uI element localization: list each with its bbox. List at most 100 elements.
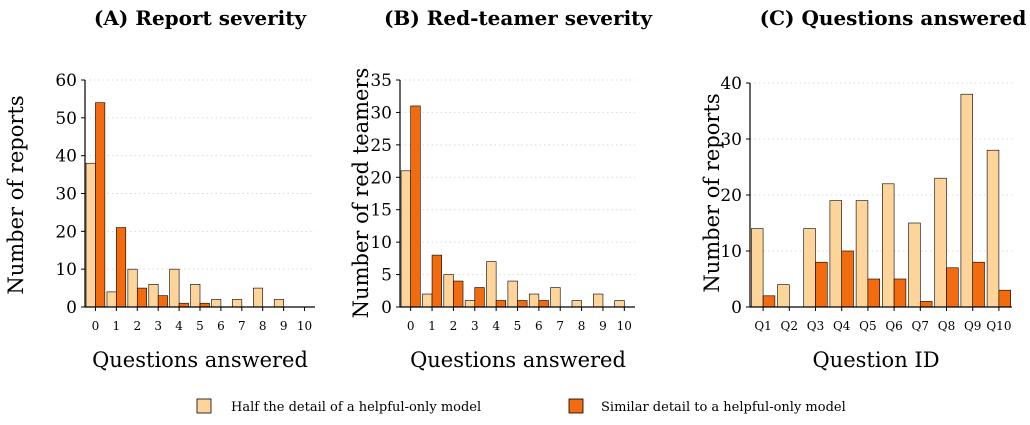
panel-c-plot-area: 0 10 20 30 40 Q1 Q2 Q3 Q4 Q5 Q6 Q7 Q8 Q9 Q10 [720, 74, 1012, 333]
legend-swatch-similar-detail [568, 398, 584, 414]
panel-b-bar-similar-detail-4 [495, 300, 507, 308]
panel-c-bar-half-detail-Q10 [986, 149, 1000, 308]
panel-c-x-tick-label: Q5 [859, 319, 876, 333]
panel-c-x-tick-label: Q6 [885, 319, 902, 333]
panel-c-y-tick-label: 20 [720, 186, 742, 206]
panel-a-x-axis-label: Questions answered [92, 348, 308, 372]
panel-b-bar-similar-detail-1 [431, 254, 442, 308]
panel-b-x-tick-label: 2 [450, 319, 458, 333]
panel-a-y-tick-label: 20 [55, 222, 77, 242]
panel-a-bar-similar-detail-3 [157, 295, 168, 308]
panel-b-bar-half-detail-3 [464, 300, 476, 308]
panel-c-y-tick-label: 10 [720, 242, 742, 262]
panel-b-bar-similar-detail-3 [474, 287, 485, 308]
panel-a-y-tick-label: 50 [55, 109, 77, 129]
panel-b-bar-half-detail-8 [571, 300, 582, 308]
panel-c-bar-similar-detail-Q5 [867, 278, 880, 308]
panel-a-y-tick-label: 40 [55, 147, 77, 167]
panel-c-bar-half-detail-Q8 [934, 177, 947, 308]
panel-b-y-tick-label: 35 [370, 71, 392, 91]
panel-c-bar-similar-detail-Q1 [762, 295, 776, 308]
panel-a-y-tick-label: 0 [66, 298, 77, 318]
panel-b-y-tick-label: 30 [370, 103, 392, 123]
panel-b-y-tick-label: 0 [381, 298, 392, 318]
panel-c-bar-half-detail-Q3 [803, 228, 816, 308]
panel-a-bar-similar-detail-1 [116, 227, 127, 308]
panel-c-bar-half-detail-Q1 [751, 228, 764, 308]
panel-b-bar-similar-detail-6 [538, 300, 549, 308]
panel-b-x-tick-label: 1 [428, 319, 436, 333]
panel-b-x-tick-label: 10 [617, 319, 632, 333]
panel-a-bar-half-detail-9 [273, 299, 284, 308]
panel-c-bar-similar-detail-Q6 [893, 278, 907, 308]
panel-c-bar-similar-detail-Q4 [841, 250, 854, 308]
panel-a-x-tick-label: 3 [154, 319, 162, 333]
panel-a-bar-half-detail-2 [127, 268, 138, 308]
panel-a-x-tick-label: 2 [133, 319, 141, 333]
panel-a-bar-half-detail-1 [106, 291, 117, 308]
panel-a-y-tick-label: 10 [55, 260, 77, 280]
panel-b-bar-similar-detail-2 [453, 280, 464, 308]
panel-b-x-tick-label: 0 [407, 319, 415, 333]
panel-a-bar-half-detail-5 [190, 283, 201, 308]
panel-c-bar-similar-detail-Q3 [815, 261, 828, 308]
panel-a-bar-half-detail-3 [148, 283, 159, 308]
panel-c-y-axis-label: Number of reports [700, 93, 724, 292]
panel-a-x-tick-label: 8 [259, 319, 267, 333]
panel-c-bar-half-detail-Q6 [882, 183, 895, 308]
panel-b-bar-half-detail-4 [486, 261, 497, 308]
panel-c-x-tick-label: Q9 [964, 319, 981, 333]
panel-a-report-severity: (A) Report severity Number of reports Qu… [4, 6, 315, 372]
panel-c-bar-similar-detail-Q10 [998, 289, 1011, 308]
legend: Half the detail of a helpful-only model … [196, 398, 846, 415]
panel-c-questions-answered: (C) Questions answered Number of reports… [700, 6, 1026, 372]
panel-a-bar-half-detail-7 [232, 299, 243, 308]
legend-swatch-half-detail [196, 398, 212, 414]
panel-c-y-tick-label: 30 [720, 130, 742, 150]
panel-a-x-tick-label: 4 [175, 319, 183, 333]
panel-b-x-axis-label: Questions answered [410, 348, 626, 372]
panel-a-y-tick-label: 30 [55, 185, 77, 205]
panel-c-y-tick-label: 0 [731, 298, 742, 318]
panel-a-bar-half-detail-4 [169, 268, 180, 308]
panel-b-bar-half-detail-2 [443, 274, 454, 308]
panel-b-x-tick-label: 4 [492, 319, 500, 333]
panel-b-bar-half-detail-5 [507, 280, 518, 308]
panel-b-bar-similar-detail-0 [410, 105, 421, 308]
panel-b-x-tick-label: 5 [514, 319, 522, 333]
panel-b-bar-similar-detail-5 [517, 300, 528, 308]
panel-a-x-tick-label: 5 [196, 319, 204, 333]
panel-b-bar-half-detail-6 [528, 293, 540, 308]
panel-b-y-tick-label: 10 [370, 233, 392, 253]
panel-b-bar-half-detail-0 [400, 170, 411, 308]
panel-c-bar-similar-detail-Q8 [946, 267, 959, 308]
panel-a-bar-half-detail-6 [211, 299, 222, 308]
panel-c-x-tick-label: Q1 [754, 319, 771, 333]
panel-a-y-axis-label: Number of reports [4, 95, 28, 294]
panel-c-bar-similar-detail-Q7 [919, 301, 933, 308]
panel-a-bar-similar-detail-0 [95, 102, 106, 308]
panel-b-bar-half-detail-10 [614, 300, 625, 308]
panel-c-x-tick-label: Q7 [912, 319, 929, 333]
panel-b-y-tick-label: 15 [370, 201, 392, 221]
panel-b-x-tick-label: 9 [599, 319, 607, 333]
panel-c-bar-half-detail-Q4 [829, 200, 842, 308]
panel-b-y-tick-label: 25 [370, 136, 392, 156]
panel-b-y-tick-label: 5 [381, 266, 392, 286]
panel-c-x-axis-label: Question ID [812, 348, 939, 372]
panel-a-x-tick-label: 6 [217, 319, 225, 333]
panel-b-bar-half-detail-7 [550, 287, 561, 308]
panel-a-bar-half-detail-0 [85, 162, 96, 308]
panel-b-bar-half-detail-9 [593, 293, 604, 308]
panel-a-y-tick-label: 60 [55, 71, 77, 91]
panel-c-x-tick-label: Q10 [986, 319, 1011, 333]
panel-b-x-tick-label: 7 [556, 319, 564, 333]
panel-b-x-tick-label: 3 [471, 319, 479, 333]
panel-c-bar-half-detail-Q5 [855, 200, 869, 308]
panel-a-x-tick-label: 10 [297, 319, 312, 333]
panel-b-bar-half-detail-1 [422, 293, 433, 308]
panel-c-y-tick-label: 40 [720, 74, 742, 94]
